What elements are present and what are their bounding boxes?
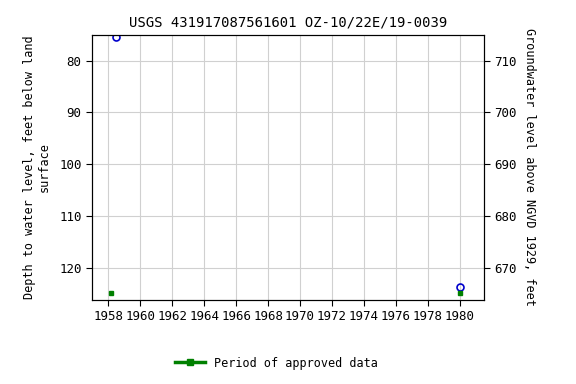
Y-axis label: Groundwater level above NGVD 1929, feet: Groundwater level above NGVD 1929, feet: [523, 28, 536, 306]
Legend: Period of approved data: Period of approved data: [170, 352, 382, 374]
Title: USGS 431917087561601 OZ-10/22E/19-0039: USGS 431917087561601 OZ-10/22E/19-0039: [129, 15, 447, 29]
Y-axis label: Depth to water level, feet below land
surface: Depth to water level, feet below land su…: [23, 35, 51, 299]
